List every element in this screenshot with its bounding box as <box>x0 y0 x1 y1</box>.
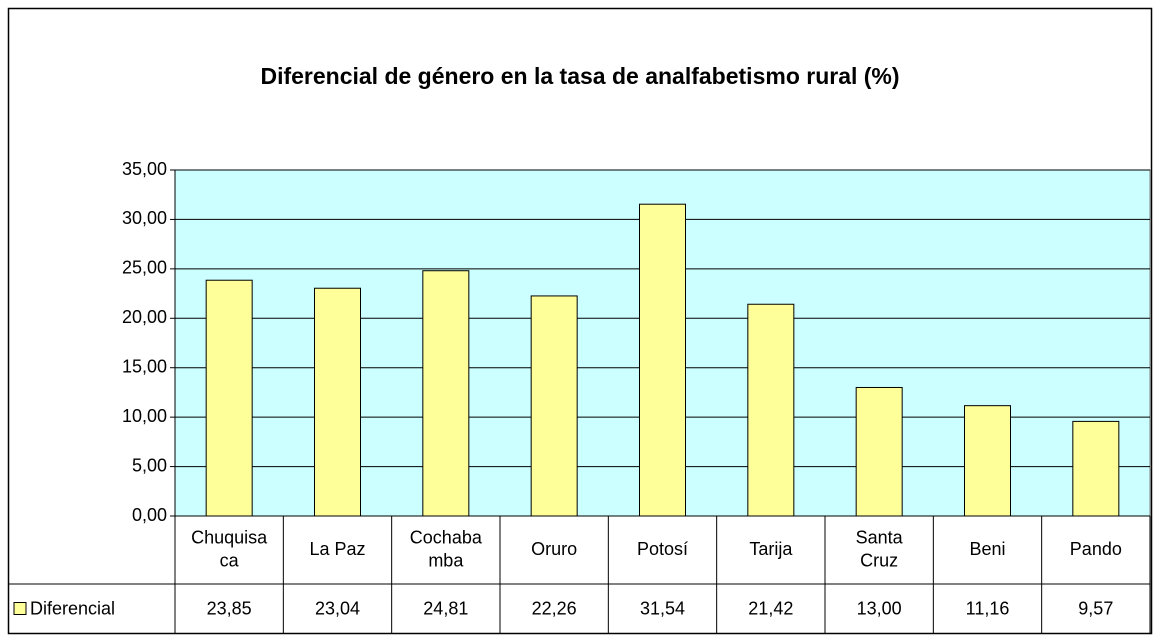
x-tick-label: La Paz <box>309 539 365 559</box>
y-tick-label: 35,00 <box>122 159 167 179</box>
data-label: 9,57 <box>1078 598 1113 618</box>
y-tick-label: 10,00 <box>122 406 167 426</box>
bar <box>1072 420 1120 517</box>
bar <box>205 279 253 517</box>
y-tick-label: 15,00 <box>122 356 167 376</box>
x-tick-label: Pando <box>1070 539 1122 559</box>
y-tick-label: 25,00 <box>122 258 167 278</box>
data-label: 22,26 <box>532 598 577 618</box>
bar <box>639 203 686 517</box>
data-label: 21,42 <box>748 598 793 618</box>
x-tick-label: Oruro <box>531 539 577 559</box>
x-tick-label: Beni <box>969 539 1005 559</box>
bar <box>855 386 903 517</box>
bar <box>747 303 795 517</box>
data-label: 23,04 <box>315 598 360 618</box>
chart-title: Diferencial de género en la tasa de anal… <box>260 63 899 89</box>
x-tick-label: Chuquisa ca <box>191 527 268 570</box>
y-tick-label: 20,00 <box>122 307 167 327</box>
x-tick-label: Potosí <box>637 539 688 559</box>
x-tick-label: Cochaba mba <box>410 527 483 570</box>
legend-label: Diferencial <box>30 598 115 618</box>
x-tick-label: Tarija <box>749 539 793 559</box>
data-label: 24,81 <box>423 598 468 618</box>
bar <box>422 270 470 517</box>
y-tick-label: 30,00 <box>122 208 167 228</box>
y-tick-label: 5,00 <box>132 455 167 475</box>
data-label: 13,00 <box>857 598 902 618</box>
x-tick-label: Santa Cruz <box>856 527 904 570</box>
bar <box>314 287 361 517</box>
data-label: 31,54 <box>640 598 685 618</box>
data-label: 23,85 <box>207 598 252 618</box>
legend-swatch <box>13 602 27 615</box>
data-label: 11,16 <box>966 598 1010 618</box>
bar <box>964 405 1011 517</box>
y-tick-label: 0,00 <box>132 505 167 525</box>
bar <box>530 295 578 517</box>
